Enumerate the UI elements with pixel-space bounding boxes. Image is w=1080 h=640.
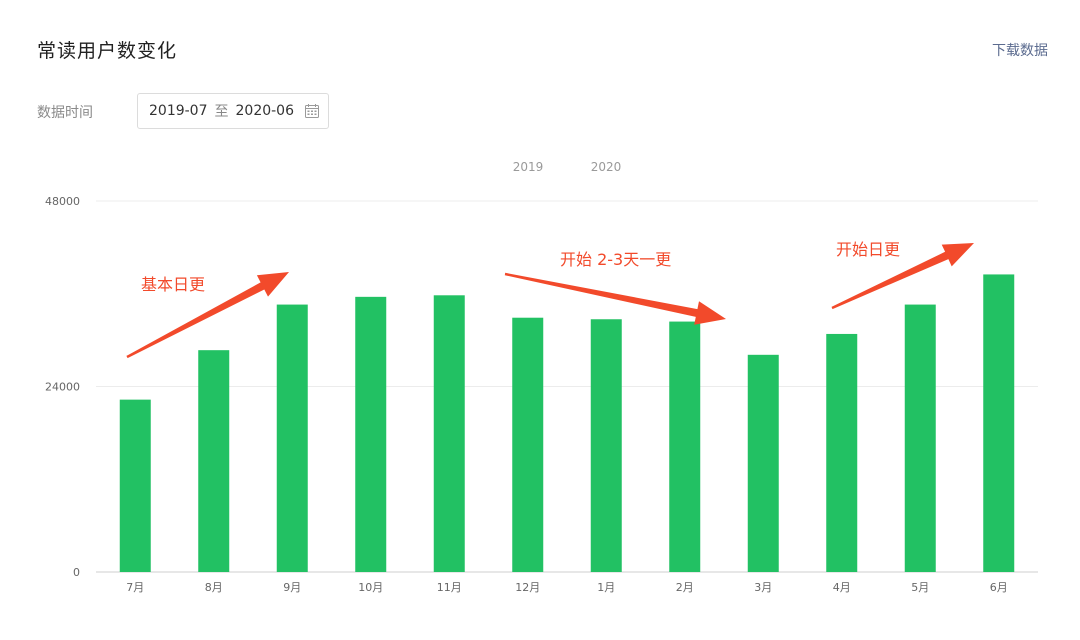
x-tick-label: 11月 <box>437 581 462 594</box>
bar[interactable] <box>119 399 151 572</box>
y-tick-label: 24000 <box>45 381 80 394</box>
annotation-label: 开始日更 <box>836 240 900 259</box>
page-title: 常读用户数变化 <box>37 40 178 62</box>
annotation-arrow <box>504 272 726 325</box>
bar[interactable] <box>826 333 858 572</box>
annotation-label: 基本日更 <box>141 275 205 294</box>
x-tick-label: 6月 <box>990 581 1008 594</box>
bar[interactable] <box>904 304 936 572</box>
x-tick-label: 12月 <box>515 581 540 594</box>
download-data-link[interactable]: 下载数据 <box>992 43 1048 59</box>
date-range-separator: 至 <box>214 104 229 120</box>
bar[interactable] <box>512 317 544 572</box>
legend-item[interactable]: 2019 <box>513 160 544 174</box>
x-tick-label: 1月 <box>597 581 615 594</box>
annotation-arrow <box>126 272 290 359</box>
y-tick-label: 48000 <box>45 195 80 208</box>
x-tick-label: 2月 <box>676 581 694 594</box>
annotation-label: 开始 2-3天一更 <box>560 250 671 269</box>
date-range-label: 数据时间 <box>37 105 93 121</box>
x-tick-label: 9月 <box>283 581 301 594</box>
x-tick-label: 8月 <box>205 581 223 594</box>
date-range-start: 2019-07 <box>149 103 208 119</box>
bar[interactable] <box>983 274 1015 572</box>
x-tick-label: 7月 <box>126 581 144 594</box>
y-tick-label: 0 <box>73 566 80 579</box>
date-range-picker[interactable]: 2019-07 至 2020-06 <box>137 93 329 129</box>
bar[interactable] <box>590 319 622 572</box>
bar[interactable] <box>433 295 465 572</box>
bar[interactable] <box>669 321 701 572</box>
x-tick-label: 10月 <box>358 581 383 594</box>
bar[interactable] <box>198 350 230 572</box>
date-range-end: 2020-06 <box>235 103 295 119</box>
bar[interactable] <box>355 296 387 572</box>
x-tick-label: 5月 <box>911 581 929 594</box>
x-tick-label: 4月 <box>833 581 851 594</box>
calendar-icon[interactable] <box>304 103 320 119</box>
x-tick-label: 3月 <box>754 581 772 594</box>
bar[interactable] <box>276 304 308 572</box>
annotation-arrow <box>831 243 974 310</box>
bar[interactable] <box>747 354 779 572</box>
legend-item[interactable]: 2020 <box>591 160 622 174</box>
